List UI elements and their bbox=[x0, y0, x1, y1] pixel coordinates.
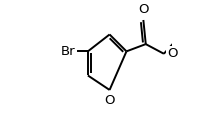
Text: O: O bbox=[138, 3, 149, 16]
Text: O: O bbox=[168, 47, 178, 60]
Text: Br: Br bbox=[61, 45, 76, 58]
Text: O: O bbox=[104, 94, 115, 107]
